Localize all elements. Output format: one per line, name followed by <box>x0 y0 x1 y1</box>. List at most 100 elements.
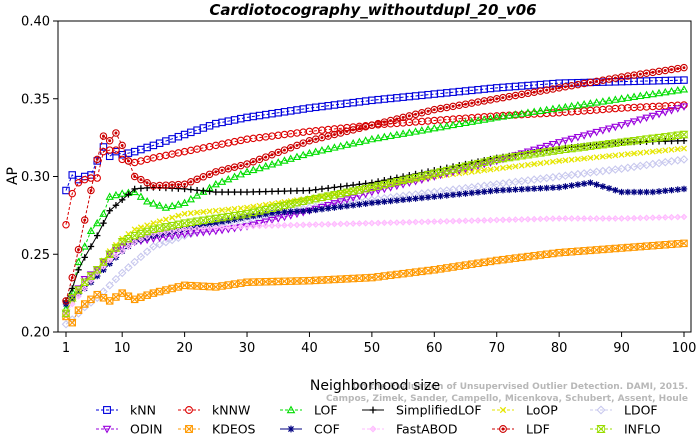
data-point <box>586 99 595 107</box>
data-point <box>130 295 139 304</box>
data-point <box>318 205 326 213</box>
data-point <box>548 104 558 113</box>
data-point <box>499 255 507 264</box>
data-point <box>324 132 332 140</box>
data-point <box>162 286 170 294</box>
data-point <box>536 251 545 259</box>
data-point <box>555 184 563 191</box>
data-point <box>537 215 544 223</box>
data-point <box>637 188 644 196</box>
data-point <box>137 145 145 154</box>
data-point <box>612 186 619 194</box>
data-point <box>74 257 83 266</box>
data-point <box>181 185 188 193</box>
plot-frame <box>57 20 692 333</box>
data-point <box>105 281 114 290</box>
data-point <box>118 196 126 204</box>
data-point <box>324 144 333 153</box>
data-point <box>474 259 482 268</box>
data-point <box>212 224 220 232</box>
data-point <box>136 229 146 238</box>
data-point <box>200 208 207 215</box>
data-point <box>680 239 688 248</box>
data-point <box>118 289 126 297</box>
data-point <box>275 209 282 216</box>
data-point <box>524 185 532 193</box>
data-point <box>405 112 414 120</box>
data-point <box>568 156 575 163</box>
data-point <box>61 309 71 318</box>
data-point <box>305 136 314 145</box>
data-point <box>587 179 594 186</box>
data-point <box>343 220 351 228</box>
data-point <box>605 185 613 192</box>
data-point <box>567 135 576 144</box>
data-point <box>75 266 82 273</box>
data-point <box>679 155 689 164</box>
data-point <box>175 212 182 219</box>
data-point <box>231 188 238 196</box>
data-point <box>280 277 289 286</box>
data-point <box>562 157 569 164</box>
data-point <box>87 295 95 304</box>
data-point <box>611 95 620 103</box>
data-point <box>474 168 482 175</box>
legend-swatch-marker <box>499 425 507 433</box>
legend-swatch-marker <box>499 406 507 414</box>
data-point <box>262 188 269 195</box>
data-point <box>130 231 140 240</box>
series-line <box>65 242 685 324</box>
data-point <box>155 139 164 147</box>
data-point <box>623 120 632 128</box>
data-point <box>69 285 76 292</box>
data-point <box>318 221 326 228</box>
data-point <box>368 199 376 207</box>
data-point <box>193 186 201 194</box>
data-point <box>648 112 657 121</box>
data-point <box>342 196 352 204</box>
data-point <box>98 258 108 266</box>
data-point <box>406 196 413 203</box>
data-point <box>93 290 101 299</box>
data-point <box>87 186 95 195</box>
data-point <box>531 161 538 168</box>
data-point <box>162 228 170 236</box>
data-point <box>211 179 220 188</box>
data-point <box>81 285 89 292</box>
data-point <box>555 139 564 147</box>
data-point <box>574 156 581 163</box>
data-point <box>649 241 657 250</box>
series-fastabod <box>62 213 688 317</box>
data-point <box>437 192 444 200</box>
series-inflo <box>61 130 689 318</box>
data-point <box>487 187 494 195</box>
data-point <box>317 146 327 154</box>
data-point <box>486 114 495 122</box>
data-point <box>512 216 519 223</box>
data-point <box>411 127 420 135</box>
data-point <box>468 217 476 224</box>
data-point <box>456 191 463 198</box>
data-point <box>381 177 388 184</box>
data-point <box>599 183 607 190</box>
data-point <box>336 198 345 206</box>
legend-swatch-marker <box>369 425 377 433</box>
data-point <box>631 150 638 157</box>
data-point <box>367 134 377 143</box>
data-point <box>261 161 270 170</box>
data-point <box>661 109 670 117</box>
data-point <box>280 156 289 164</box>
data-point <box>624 188 632 196</box>
data-point <box>349 181 357 189</box>
data-point <box>586 130 595 139</box>
data-point <box>105 297 114 305</box>
legend-item-ldf: LDF <box>492 422 550 434</box>
data-point <box>393 174 401 181</box>
data-point <box>556 157 563 164</box>
data-point <box>243 188 251 196</box>
data-point <box>498 112 508 120</box>
legend-swatch-marker <box>286 405 296 414</box>
data-point <box>386 116 395 125</box>
data-point <box>655 188 663 195</box>
x-tick-label: 70 <box>488 341 505 356</box>
